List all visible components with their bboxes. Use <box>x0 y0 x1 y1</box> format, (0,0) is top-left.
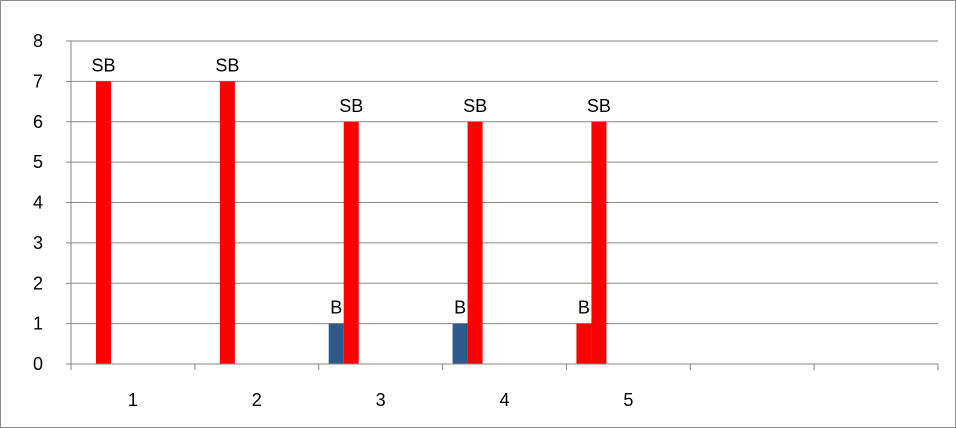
y-tick-label: 2 <box>33 273 43 293</box>
bar <box>328 323 344 364</box>
x-tick-label: 1 <box>128 390 138 410</box>
bar <box>343 121 359 364</box>
bar <box>467 121 483 364</box>
bar <box>591 121 607 364</box>
data-label: SB <box>215 55 239 75</box>
x-tick-label: 3 <box>376 390 386 410</box>
y-tick-label: 5 <box>33 152 43 172</box>
data-label: B <box>454 298 466 318</box>
y-tick-label: 7 <box>33 71 43 91</box>
data-label: SB <box>587 96 611 116</box>
data-label: SB <box>463 96 487 116</box>
y-tick-label: 4 <box>33 193 43 213</box>
x-tick-label: 4 <box>499 390 509 410</box>
y-tick-label: 0 <box>33 354 43 374</box>
x-tick-label: 2 <box>252 390 262 410</box>
labels: B B B SB SB SB SB SB <box>91 55 610 317</box>
data-label: B <box>578 298 590 318</box>
y-tick-label: 1 <box>33 314 43 334</box>
y-tick-label: 6 <box>33 112 43 132</box>
y-tick-label: 8 <box>33 31 43 51</box>
gridlines <box>71 40 938 325</box>
bar <box>96 81 111 364</box>
data-label: SB <box>339 96 363 116</box>
x-tick-label: 5 <box>623 390 633 410</box>
bar <box>576 323 592 364</box>
bar <box>452 323 468 364</box>
data-label: SB <box>91 55 115 75</box>
bars <box>96 81 607 364</box>
axes: 0 1 2 3 4 5 6 7 8 1 2 3 4 5 <box>33 31 939 410</box>
data-label: B <box>330 298 342 318</box>
y-tick-label: 3 <box>33 233 43 253</box>
bar <box>219 81 235 364</box>
